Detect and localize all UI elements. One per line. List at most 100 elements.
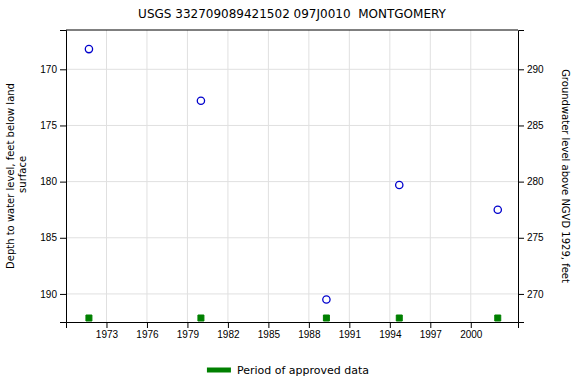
tick: 1991: [339, 322, 362, 340]
tick: 1997: [420, 322, 443, 340]
tick-mark: [106, 322, 107, 328]
point: [323, 296, 330, 303]
tick: 170: [40, 64, 66, 75]
tick-mark: [518, 69, 524, 70]
tick-mark: [60, 182, 66, 183]
grid-line-x: [227, 30, 228, 322]
tick-label: 270: [527, 289, 544, 300]
x-axis: 1973197619791982198519881991199419972000: [67, 322, 519, 340]
tick-mark: [430, 322, 431, 328]
tick-mark: [60, 69, 66, 70]
grid-line-y: [66, 125, 518, 126]
tick-mark: [228, 322, 229, 328]
tick: 1973: [96, 322, 119, 340]
point: [494, 206, 501, 213]
tick: 180: [40, 176, 66, 187]
tick-mark: [390, 322, 391, 328]
grid-line-y: [66, 181, 518, 182]
tick: 1976: [136, 322, 159, 340]
grid-line-x: [146, 30, 147, 322]
grid: [66, 30, 518, 322]
y2-axis-title: Groundwater level above NGVD 1929, feet: [560, 69, 571, 283]
tick-label: 2000: [460, 329, 483, 340]
plot: 1973197619791982198519881991199419972000…: [40, 30, 544, 340]
tick: 1982: [217, 322, 240, 340]
tick: 175: [40, 120, 66, 131]
approved-marker: [198, 315, 204, 321]
tick-label: 1976: [136, 329, 159, 340]
tick-mark: [518, 238, 524, 239]
tick-mark: [518, 125, 524, 126]
grid-line-x: [389, 30, 390, 322]
tick-mark: [518, 182, 524, 183]
approved-marker: [86, 315, 92, 321]
point: [396, 181, 403, 188]
legend-item: Period of approved data: [207, 364, 369, 377]
approved-marker: [495, 315, 501, 321]
grid-line-x: [187, 30, 188, 322]
axis-line: [60, 31, 67, 323]
grid-line-x: [106, 30, 107, 322]
tick: 2000: [460, 322, 483, 340]
series: [85, 45, 501, 303]
grid-line-y: [66, 237, 518, 238]
tick-label: 1979: [177, 329, 200, 340]
tick-mark: [60, 238, 66, 239]
tick-label: 1973: [96, 329, 119, 340]
tick: 185: [40, 232, 66, 243]
grid-line-x: [308, 30, 309, 322]
tick: 275: [518, 232, 544, 243]
tick-label: 290: [527, 64, 544, 75]
tick-label: 280: [527, 176, 544, 187]
chart: 1973197619791982198519881991199419972000…: [0, 0, 576, 384]
tick-mark: [147, 322, 148, 328]
point: [85, 45, 92, 52]
tick-mark: [518, 294, 524, 295]
legend-swatch: [207, 368, 231, 373]
tick-label: 1985: [258, 329, 281, 340]
tick: 270: [518, 289, 544, 300]
axis-line: [67, 323, 519, 329]
tick-label: 1997: [420, 329, 443, 340]
tick-label: 1991: [339, 329, 362, 340]
approved-marker: [396, 315, 402, 321]
tick: 290: [518, 64, 544, 75]
tick-label: 185: [40, 232, 57, 243]
tick: 1994: [379, 322, 402, 340]
tick: 1985: [258, 322, 281, 340]
grid-line-y: [66, 293, 518, 294]
tick: 280: [518, 176, 544, 187]
tick-label: 1994: [379, 329, 402, 340]
tick: 285: [518, 120, 544, 131]
tick: 190: [40, 289, 66, 300]
approved-marker: [323, 315, 329, 321]
tick-label: 285: [527, 120, 544, 131]
tick-label: 180: [40, 176, 57, 187]
axis-line: [519, 31, 525, 323]
grid-line-x: [268, 30, 269, 322]
tick-label: 175: [40, 120, 57, 131]
tick-label: 170: [40, 64, 57, 75]
title: USGS 332709089421502 097J0010 MONTGOMERY: [138, 7, 446, 21]
y-axis-title: Depth to water level, feet below land su…: [5, 83, 28, 269]
tick-mark: [471, 322, 472, 328]
grid-line-y: [66, 69, 518, 70]
tick-mark: [309, 322, 310, 328]
grid-line-x: [430, 30, 431, 322]
tick-mark: [187, 322, 188, 328]
tick-label: 1982: [217, 329, 240, 340]
y-axis: 170 175 180 185 190: [40, 31, 66, 323]
legend: Period of approved data: [207, 364, 369, 377]
tick-label: 275: [527, 232, 544, 243]
grid-line-x: [349, 30, 350, 322]
tick-label: 190: [40, 289, 57, 300]
tick-mark: [349, 322, 350, 328]
series: [86, 315, 501, 321]
tick-mark: [268, 322, 269, 328]
grid-line-x: [470, 30, 471, 322]
legend-label: Period of approved data: [237, 364, 369, 377]
tick-mark: [60, 294, 66, 295]
marks: [85, 45, 501, 321]
y2-axis: 290 285 280 275 270: [518, 31, 544, 323]
frame-top: [66, 30, 518, 31]
